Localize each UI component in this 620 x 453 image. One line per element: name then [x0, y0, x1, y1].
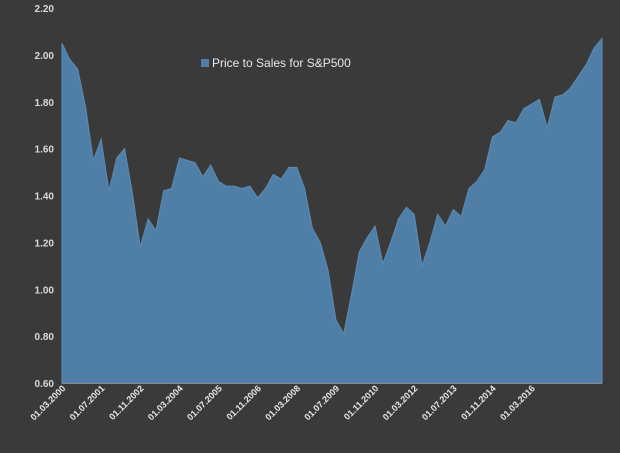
series-layer: [61, 37, 603, 384]
x-tick-label: 01.07.2013: [420, 383, 459, 422]
y-tick-label: 1.40: [35, 192, 55, 203]
y-tick-label: 1.80: [35, 98, 55, 109]
y-tick-label: 1.60: [35, 145, 55, 156]
x-tick-label: 01.11.2010: [342, 383, 381, 422]
legend-label: Price to Sales for S&P500: [212, 56, 351, 70]
y-tick-label: 0.80: [35, 332, 55, 343]
x-tick-label: 01.11.2002: [107, 383, 146, 422]
x-tick-label: 01.03.2008: [263, 383, 302, 422]
y-tick-label: 2.20: [35, 4, 55, 15]
y-tick-label: 1.20: [35, 238, 55, 249]
y-tick-label: 1.00: [35, 285, 55, 296]
x-tick-label: 01.11.2006: [224, 383, 263, 422]
x-tick-label: 01.03.2004: [146, 383, 185, 422]
x-tick-label: 01.03.2016: [498, 383, 537, 422]
legend: Price to Sales for S&P500: [201, 56, 351, 70]
y-tick-label: 2.00: [35, 51, 55, 62]
x-axis-ticks: 01.03.2000 01.07.2001 01.11.2002 01.03.2004…: [28, 383, 536, 422]
x-tick-label: 01.07.2009: [302, 383, 341, 422]
series-area-price-to-sales: [61, 37, 603, 384]
x-tick-label: 01.07.2001: [68, 383, 107, 422]
x-tick-label: 01.07.2005: [185, 383, 224, 422]
x-tick-label: 01.03.2012: [381, 383, 420, 422]
y-tick-label: 0.60: [35, 379, 55, 390]
x-tick-label: 01.11.2014: [459, 383, 498, 422]
y-axis-ticks: 0.60 0.80 1.00 1.20 1.40 1.60 1.80 2.00 2.20: [35, 4, 55, 390]
legend-swatch: [201, 59, 209, 67]
